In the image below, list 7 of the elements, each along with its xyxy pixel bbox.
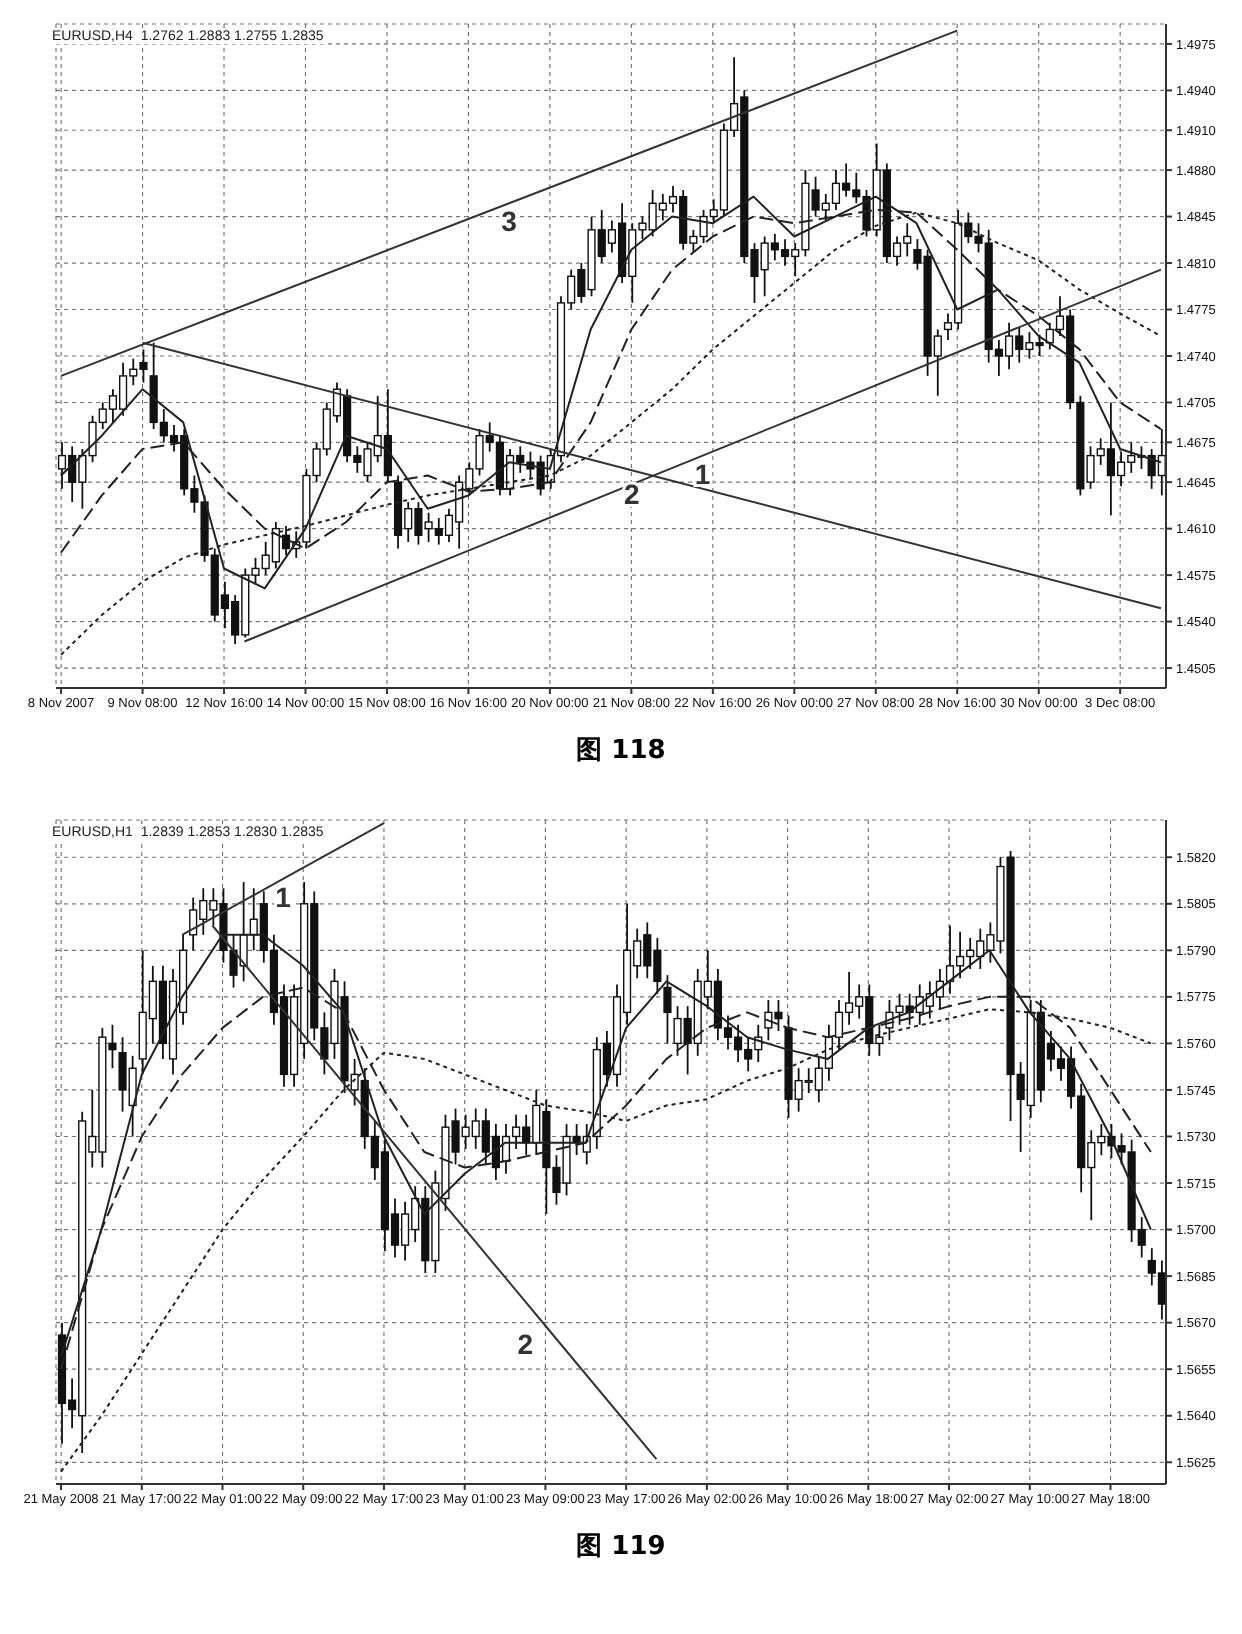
series-label: 3 bbox=[501, 205, 518, 238]
series-label: 1 bbox=[275, 880, 292, 913]
series-label: 2 bbox=[517, 1327, 534, 1360]
caption: 图 119 bbox=[574, 1530, 668, 1564]
series-label: 1 bbox=[694, 457, 711, 490]
caption: 图 118 bbox=[574, 734, 668, 768]
series-label: 2 bbox=[623, 477, 640, 510]
